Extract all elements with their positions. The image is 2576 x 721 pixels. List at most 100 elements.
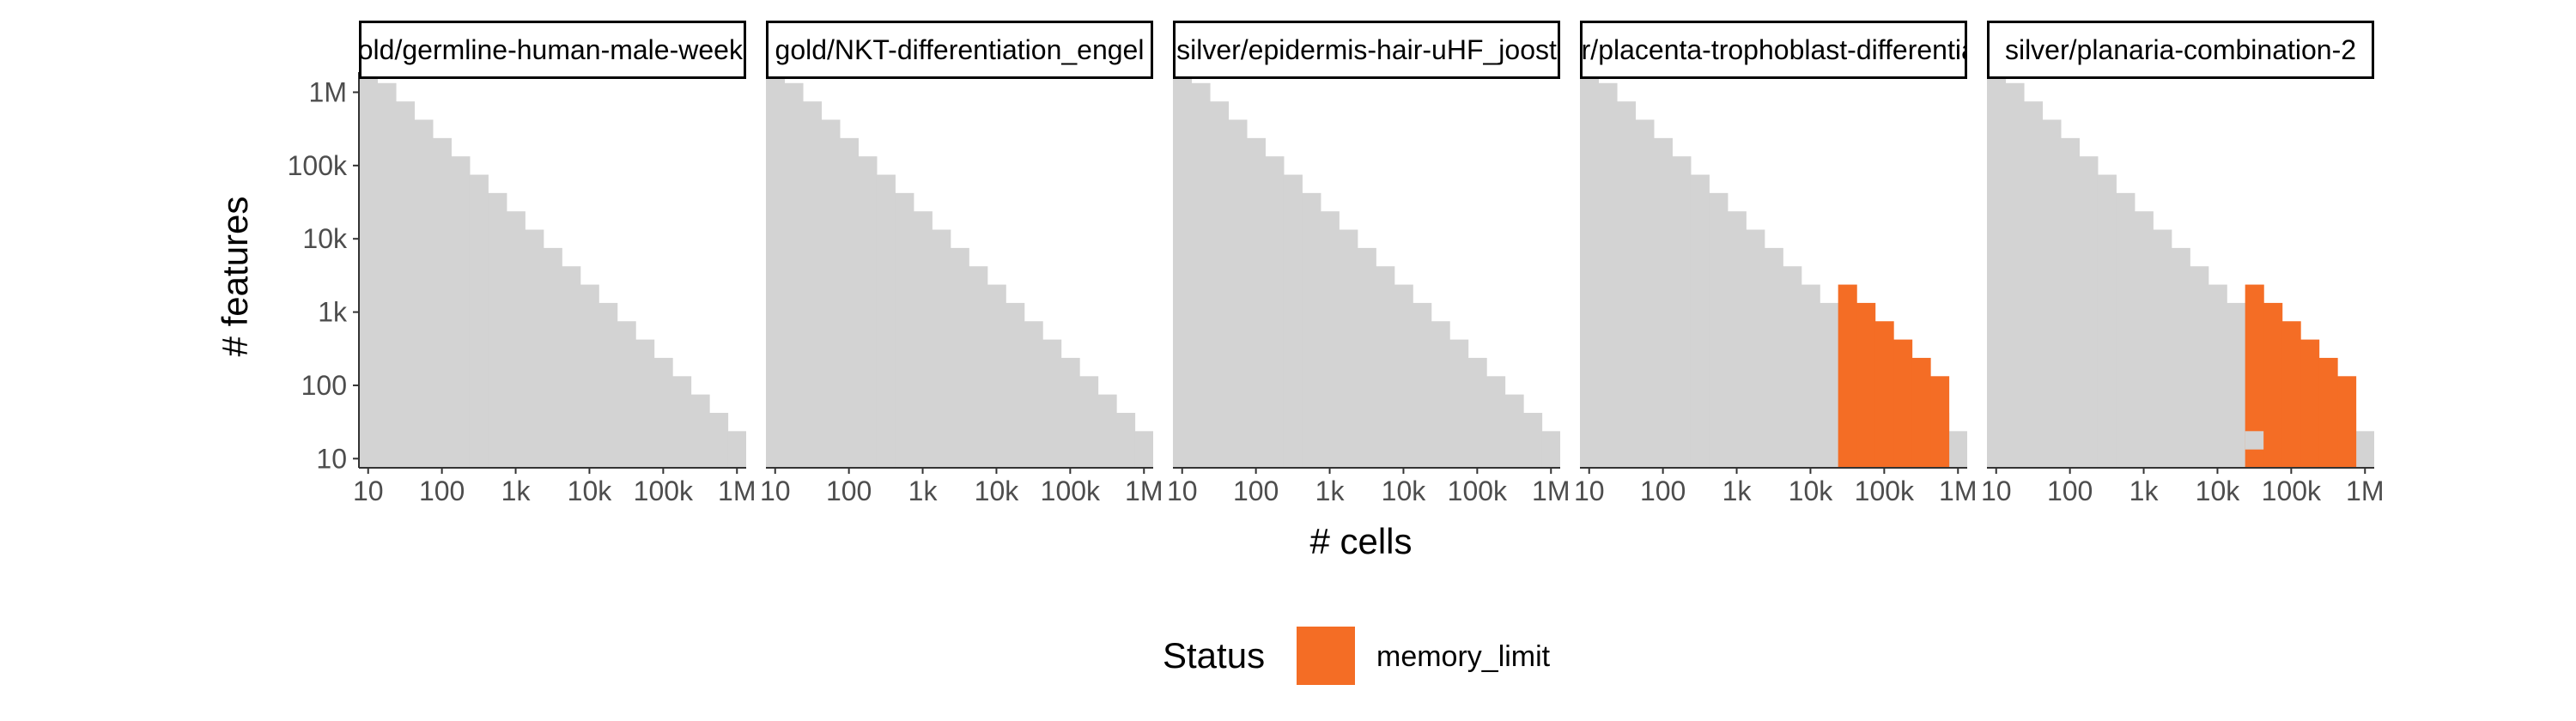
facet-strip xyxy=(359,21,746,79)
cell-completed xyxy=(1709,192,1728,468)
cell-completed xyxy=(598,302,618,468)
y-tick-label: 10k xyxy=(302,223,348,254)
cell-completed xyxy=(1394,284,1413,468)
y-tick-label: 1k xyxy=(318,297,348,328)
cell-completed xyxy=(580,284,599,468)
cell-memory-limit xyxy=(2263,302,2283,468)
cell-completed xyxy=(1209,101,1230,468)
cell-completed xyxy=(1598,82,1618,468)
cell-completed xyxy=(1339,229,1358,468)
cell-completed xyxy=(950,247,969,468)
cell-memory-limit xyxy=(2337,376,2357,468)
cell-completed xyxy=(1320,211,1340,468)
cell-memory-limit xyxy=(2300,339,2320,468)
legend-key-memory-limit xyxy=(1297,627,1355,685)
legend-label-memory-limit: memory_limit xyxy=(1376,640,1551,673)
cell-completed xyxy=(1504,394,1524,468)
cell-memory-limit xyxy=(1838,284,1857,468)
cell-completed xyxy=(1005,302,1025,468)
cell-memory-limit xyxy=(1930,376,1950,468)
cell-completed xyxy=(1134,431,1153,468)
cell-completed xyxy=(932,229,951,468)
cell-completed xyxy=(2208,284,2227,468)
x-tick-label: 10k xyxy=(1789,476,1834,506)
x-tick-label: 1M xyxy=(1532,476,1570,506)
y-tick-label: 1M xyxy=(309,76,347,107)
cell-completed xyxy=(1690,174,1710,468)
cell-completed xyxy=(1024,321,1043,468)
cell-completed xyxy=(1042,339,1062,468)
cell-completed xyxy=(432,137,452,468)
x-tick-label: 10k xyxy=(568,476,613,506)
cell-completed xyxy=(562,266,581,468)
x-tick-label: 10k xyxy=(2196,476,2241,506)
cell-grid xyxy=(1987,72,2374,468)
cell-grid xyxy=(766,72,1153,468)
x-tick-label: 1k xyxy=(2129,476,2160,506)
cell-completed xyxy=(1079,376,1099,468)
cell-grid xyxy=(1173,72,1560,468)
facets-layer: 10 100 1k 10k 100k 1M101001k10k100k1Mgold/ger… xyxy=(288,21,2384,506)
cell-completed xyxy=(2023,101,2044,468)
cell-completed xyxy=(672,376,692,468)
x-tick-label: 1k xyxy=(1722,476,1753,506)
facet-strip xyxy=(1580,21,1967,79)
cell-completed xyxy=(2097,174,2117,468)
cell-completed xyxy=(913,211,933,468)
cell-completed xyxy=(2171,247,2190,468)
cell-completed xyxy=(653,357,673,468)
cell-completed xyxy=(858,156,878,468)
y-axis-title: # features xyxy=(215,197,255,357)
legend: Status memory_limit xyxy=(1163,627,1551,685)
facet-panel: 10 100 1k 10k 100k 1M silver/epidermis-hair-uH… xyxy=(1167,21,1570,506)
cell-completed xyxy=(1173,72,1193,468)
cell-completed xyxy=(709,412,729,468)
cell-completed xyxy=(1431,321,1450,468)
cell-completed xyxy=(839,137,859,468)
cell-completed xyxy=(1413,302,1432,468)
cell-completed xyxy=(1097,394,1117,468)
y-tick-label: 100k xyxy=(288,150,348,181)
x-tick-label: 10 xyxy=(1981,476,2012,506)
y-tick-label: 10 xyxy=(316,443,347,474)
cell-completed xyxy=(451,156,471,468)
facet-panel: 10 100 1k 10k 100k 1M gold/NKT-differentiation… xyxy=(760,21,1163,506)
cell-completed xyxy=(1948,431,1967,468)
cell-completed xyxy=(1746,229,1765,468)
cell-completed xyxy=(1635,119,1655,468)
cell-completed xyxy=(1764,247,1783,468)
cell-memory-limit xyxy=(1856,302,1876,468)
cell-completed xyxy=(1357,247,1376,468)
x-tick-label: 100 xyxy=(1640,476,1686,506)
cell-memory-limit xyxy=(1911,357,1931,468)
cell-memory-limit xyxy=(2318,357,2338,468)
cell-completed xyxy=(635,339,655,468)
cell-completed xyxy=(1541,431,1560,468)
cell-memory-limit xyxy=(1893,339,1913,468)
facet-panel: 10 100 1k 10k 100k 1M 10 100 1k 10k 100k 1M gold/ger… xyxy=(288,21,756,506)
facet-strip xyxy=(1173,21,1560,79)
x-tick-label: 1M xyxy=(2346,476,2384,506)
x-tick-label: 100 xyxy=(1233,476,1279,506)
x-tick-label: 1k xyxy=(501,476,532,506)
x-tick-label: 100k xyxy=(2262,476,2322,506)
cell-completed xyxy=(1060,357,1080,468)
facet-strip-label: gold/NKT-differentiation_engel xyxy=(775,34,1145,65)
facet-strip-label: silver/placenta-trophoblast-differentiat… xyxy=(1527,34,2021,65)
x-tick-label: 100 xyxy=(419,476,465,506)
cell-completed xyxy=(727,431,746,468)
cell-memory-limit xyxy=(1874,321,1894,468)
facet-strip xyxy=(766,21,1153,79)
cell-completed xyxy=(1783,266,1802,468)
cell-completed xyxy=(414,119,434,468)
cell-completed xyxy=(766,72,786,468)
cell-memory-limit xyxy=(2245,284,2264,468)
cell-completed xyxy=(895,192,914,468)
cell-memory-limit xyxy=(2281,321,2301,468)
cell-completed xyxy=(876,174,896,468)
x-tick-label: 100k xyxy=(1855,476,1915,506)
x-tick-label: 10k xyxy=(1382,476,1427,506)
x-tick-label: 1M xyxy=(1939,476,1977,506)
cell-completed xyxy=(1116,412,1136,468)
